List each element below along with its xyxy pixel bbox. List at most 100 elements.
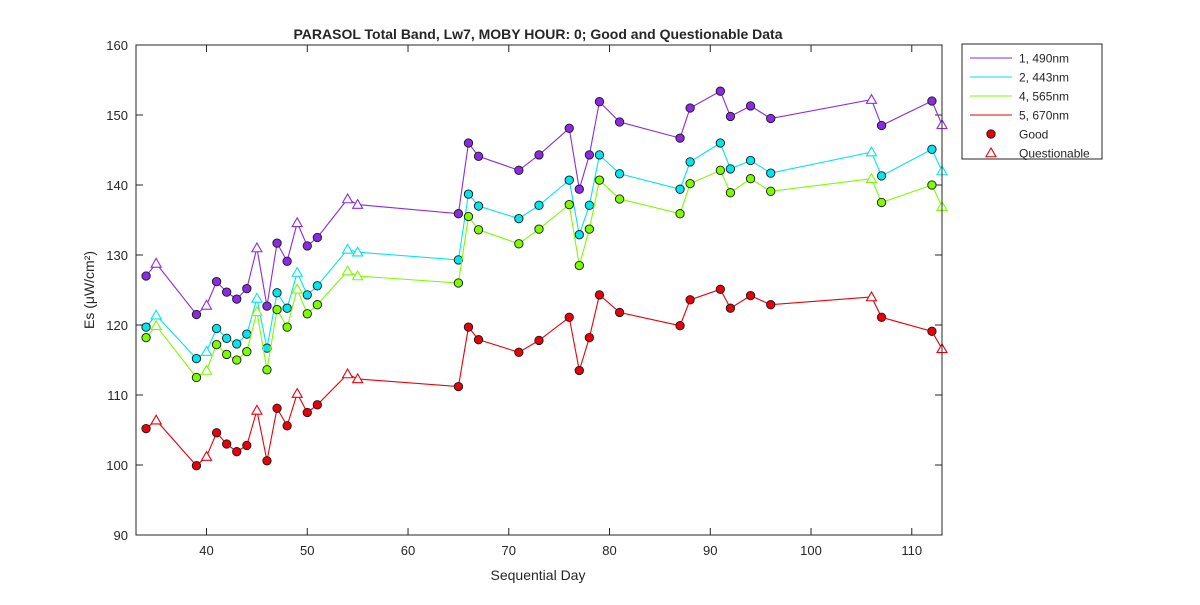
questionable-point	[291, 283, 304, 294]
good-point	[272, 403, 282, 413]
good-point	[272, 304, 282, 315]
questionable-point	[200, 299, 213, 310]
y-tick-label: 100	[106, 458, 128, 473]
good-point	[745, 155, 756, 166]
questionable-point	[865, 145, 878, 157]
good-point	[302, 309, 312, 319]
x-tick-label: 50	[300, 543, 314, 558]
good-point	[725, 111, 736, 122]
good-point	[473, 335, 484, 345]
good-point	[766, 168, 776, 178]
good-point	[222, 349, 232, 360]
good-point	[514, 213, 524, 224]
y-tick-label: 130	[106, 248, 128, 263]
good-point	[453, 381, 464, 392]
chart-title: PARASOL Total Band, Lw7, MOBY HOUR: 0; G…	[293, 26, 782, 42]
questionable-point	[250, 305, 263, 317]
good-point	[675, 184, 685, 194]
good-point	[222, 439, 232, 449]
y-tick-label: 140	[106, 178, 128, 193]
good-point	[584, 150, 595, 160]
good-point	[876, 312, 887, 322]
good-point	[745, 174, 756, 184]
good-point	[574, 365, 584, 376]
good-point	[463, 322, 474, 332]
questionable-point	[351, 246, 364, 257]
good-point	[211, 339, 222, 350]
legend-label: 1, 490nm	[1019, 52, 1069, 66]
questionable-point	[150, 257, 163, 268]
good-point	[232, 355, 242, 365]
questionable-point	[200, 364, 213, 375]
good-point	[282, 303, 292, 313]
good-point	[222, 333, 232, 343]
questionable-point	[150, 309, 163, 320]
good-point	[453, 209, 464, 219]
good-point	[927, 144, 937, 154]
good-point	[282, 256, 292, 266]
questionable-point	[351, 198, 364, 209]
questionable-point	[250, 404, 263, 415]
plot-area	[136, 45, 942, 535]
good-point	[534, 335, 544, 346]
good-point	[745, 290, 756, 301]
questionable-point	[200, 345, 213, 356]
good-point	[584, 332, 595, 343]
good-point	[473, 151, 484, 161]
good-point	[141, 423, 151, 434]
questionable-point	[250, 292, 263, 303]
questionable-point	[865, 172, 878, 183]
questionable-point	[150, 414, 163, 425]
good-point	[927, 180, 937, 190]
good-point	[282, 421, 292, 431]
good-point	[685, 103, 695, 113]
questionable-point	[351, 372, 364, 384]
good-point	[312, 281, 322, 291]
good-point	[534, 200, 544, 210]
series-2-443nm	[141, 138, 948, 364]
good-point	[927, 326, 937, 336]
good-point	[463, 189, 474, 199]
series-1-490nm	[141, 86, 948, 320]
good-point	[715, 284, 725, 294]
y-tick-label: 150	[106, 108, 128, 123]
y-tick-label: 160	[106, 38, 128, 53]
good-point	[141, 332, 151, 343]
good-point	[594, 97, 605, 107]
good-point	[876, 171, 887, 181]
good-point	[463, 138, 474, 148]
good-point	[272, 288, 282, 298]
good-point	[685, 157, 695, 167]
good-point	[715, 138, 725, 148]
x-axis-label: Sequential Day	[491, 567, 586, 583]
legend-swatch-questionable	[985, 146, 997, 158]
good-point	[584, 224, 595, 234]
good-point	[302, 290, 312, 300]
good-point	[242, 440, 252, 451]
good-point	[574, 184, 584, 194]
y-tick-label: 110	[107, 388, 128, 403]
good-point	[211, 428, 222, 438]
questionable-point	[865, 290, 878, 302]
good-point	[685, 178, 695, 189]
good-point	[242, 346, 252, 357]
axis-ticks: 40 50 60 70 80 90 100 110 90 100 110 120 130 140 150 16…	[106, 38, 942, 558]
plot-frame	[135, 44, 943, 536]
legend-swatch-good	[986, 129, 996, 139]
good-point	[715, 86, 725, 96]
good-point	[614, 169, 625, 179]
good-point	[594, 175, 605, 185]
good-point	[242, 283, 252, 294]
good-point	[876, 197, 887, 208]
good-point	[453, 255, 464, 265]
x-tick-label: 70	[502, 543, 516, 558]
questionable-point	[291, 216, 304, 228]
legend-label: Good	[1019, 128, 1048, 142]
y-tick-label: 120	[106, 318, 128, 333]
y-axis-label: Es (μW/cm²)	[81, 251, 97, 329]
good-point	[534, 150, 544, 160]
good-point	[564, 175, 574, 185]
good-point	[262, 456, 272, 466]
x-tick-label: 90	[703, 543, 717, 558]
x-tick-label: 40	[199, 543, 213, 558]
